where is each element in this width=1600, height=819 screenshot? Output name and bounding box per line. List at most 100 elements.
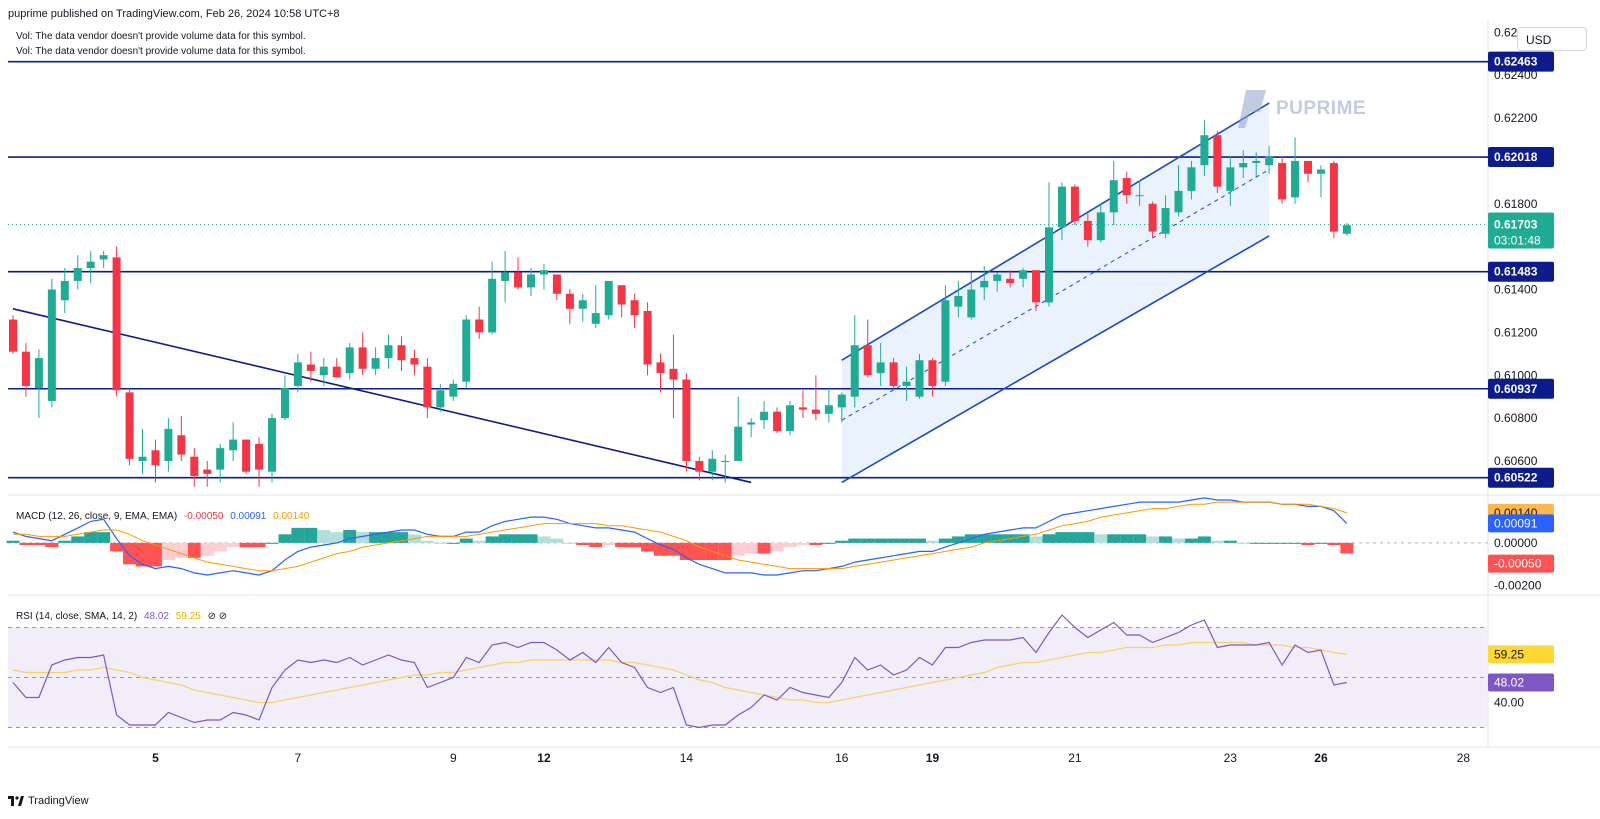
macd-histogram-bar (1223, 540, 1237, 543)
channel-lower (841, 235, 1270, 484)
candle-body (125, 392, 134, 459)
candle-body (1187, 167, 1196, 191)
candle (306, 351, 315, 382)
candle-body (1342, 225, 1351, 234)
candle (967, 272, 976, 320)
macd-legend[interactable]: MACD (12, 26, close, 9, EMA, EMA) -0.000… (16, 511, 309, 522)
rsi-value-tag: 48.02 (1494, 675, 1524, 689)
level-price-tag-bg (1488, 261, 1554, 282)
macd-value-tag-bg (1488, 514, 1554, 533)
macd-histogram-bar (71, 536, 85, 543)
macd-histogram-bar (136, 542, 149, 567)
candle-body (695, 460, 704, 472)
candle-body (889, 362, 898, 386)
macd-histogram-bar (887, 538, 901, 543)
candle (1213, 130, 1222, 194)
candle (1070, 184, 1079, 226)
macd-histogram-bar (226, 542, 240, 548)
macd-histogram-bar (1081, 532, 1095, 543)
candle (1265, 145, 1274, 174)
level-price-tag: 0.61483 (1494, 265, 1538, 279)
channel-mid (841, 169, 1270, 421)
candle (1045, 182, 1053, 307)
candle (410, 349, 419, 376)
candle (229, 422, 238, 461)
rsi-legend[interactable]: RSI (14, close, SMA, 14, 2) 48.02 59.25 … (16, 611, 227, 622)
candle-body (242, 439, 251, 472)
macd-histogram-bar (692, 542, 706, 560)
candle-body (1291, 160, 1300, 198)
macd-histogram-bar (1197, 536, 1211, 543)
candle-body (643, 310, 652, 365)
candle (565, 289, 574, 324)
macd-histogram-bar (848, 538, 862, 543)
candle (630, 293, 639, 329)
macd-histogram-bar (1133, 534, 1147, 543)
candle (863, 319, 872, 378)
macd-histogram-bar (977, 534, 991, 543)
candle-body (306, 364, 315, 371)
candle-body (345, 347, 354, 374)
candle-body (760, 411, 769, 421)
candle-body (1006, 278, 1015, 284)
candle-body (811, 409, 820, 414)
time-axis-label: 26 (1314, 751, 1328, 765)
rsi-name: RSI (16, 611, 33, 622)
candle-body (837, 394, 846, 408)
macd-histogram-bar (1029, 536, 1043, 543)
tradingview-logo-text: TradingView (28, 795, 89, 807)
macd-value-tag-bg (1488, 554, 1554, 573)
macd-histogram-bar (6, 540, 20, 543)
candle (1083, 212, 1092, 247)
tradingview-footer[interactable]: TradingView (8, 795, 89, 807)
time-axis-label: 14 (680, 751, 694, 765)
candle-body (1057, 186, 1066, 228)
macd-histogram-bar (925, 540, 939, 543)
macd-histogram-bar (770, 542, 784, 552)
candle (514, 257, 523, 290)
candle-body (358, 347, 367, 369)
price-tick-label: 0.62400 (1494, 68, 1538, 82)
candle (86, 250, 95, 284)
candle-body (1213, 135, 1222, 187)
candle (462, 315, 471, 389)
candle-body (1174, 190, 1183, 213)
time-axis-label: 28 (1457, 751, 1471, 765)
candle (889, 358, 898, 391)
macd-histogram-bar (19, 542, 33, 545)
candle (915, 353, 924, 399)
candle (47, 278, 56, 408)
candle-body (475, 319, 484, 333)
price-tick-label: 0.61800 (1494, 197, 1538, 211)
currency-selector[interactable]: USD (1517, 27, 1587, 51)
candle-body (552, 274, 561, 294)
macd-histogram-bar (330, 532, 344, 543)
macd-histogram-bar (1107, 534, 1121, 543)
candle-body (1032, 270, 1041, 303)
candle (552, 274, 561, 301)
candle (708, 450, 717, 481)
candle (721, 454, 730, 483)
candle-body (268, 418, 276, 472)
macd-histogram-bar (628, 542, 642, 548)
candle (798, 390, 807, 419)
candle (203, 460, 212, 487)
candle (1304, 160, 1312, 183)
macd-histogram-bar (524, 534, 538, 543)
candle-body (1045, 227, 1053, 303)
candle (786, 400, 794, 436)
macd-tick-label: 0.00000 (1494, 536, 1538, 550)
candle (99, 250, 108, 269)
candle-body (397, 345, 406, 361)
candle (1135, 180, 1144, 206)
macd-histogram-bar (1042, 534, 1056, 543)
candle-body (410, 358, 419, 365)
candle (242, 439, 251, 474)
candle-body (734, 426, 743, 461)
macd-histogram-bar (58, 540, 72, 543)
price-tick-label: 0.61000 (1494, 368, 1538, 382)
candle-body (656, 362, 665, 374)
candle-body (1304, 160, 1312, 174)
candle (1278, 156, 1287, 204)
